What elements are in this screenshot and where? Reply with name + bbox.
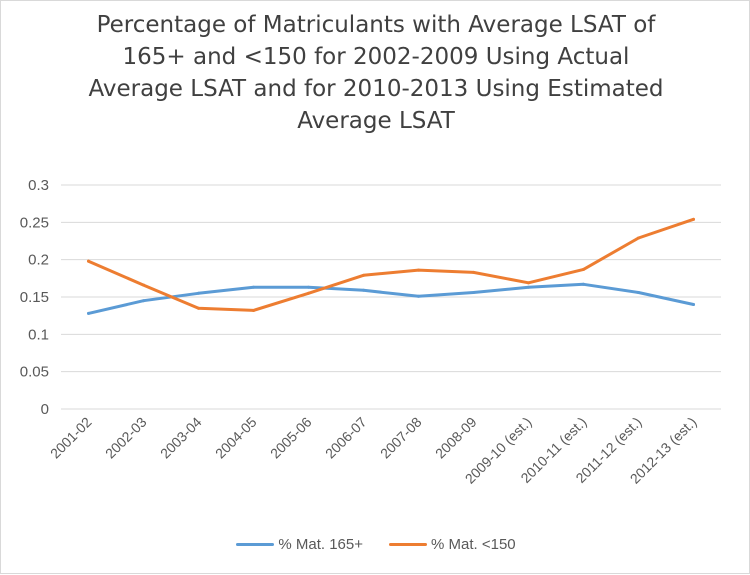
chart-title: Percentage of Matriculants with Average …	[41, 9, 711, 137]
legend-label: % Mat. 165+	[278, 536, 363, 553]
data-point	[142, 299, 145, 303]
series-line	[87, 217, 695, 312]
data-point	[582, 267, 585, 271]
legend-label: % Mat. <150	[431, 536, 516, 553]
x-tick-label: 2008-09	[432, 414, 480, 462]
legend-item: % Mat. 165+	[236, 536, 363, 553]
series-line	[87, 282, 695, 315]
data-point	[417, 268, 420, 272]
x-tick-label: 2002-03	[102, 414, 150, 462]
legend: % Mat. 165+ % Mat. <150	[1, 536, 750, 553]
legend-swatch	[236, 543, 275, 546]
y-tick-label: 0.15	[20, 289, 49, 306]
y-tick-label: 0.1	[28, 326, 49, 343]
data-point	[472, 291, 475, 295]
data-point	[252, 285, 255, 289]
data-point	[362, 273, 365, 277]
data-point	[197, 291, 200, 295]
chart-title-line: Percentage of Matriculants with Average …	[96, 12, 656, 38]
data-point	[362, 288, 365, 292]
data-point	[527, 281, 530, 285]
data-point	[527, 285, 530, 289]
chart-title-line: 165+ and <150 for 2002-2009 Using Actual	[122, 44, 630, 70]
y-tick-label: 0.3	[28, 177, 49, 194]
data-point	[582, 282, 585, 286]
x-tick-label: 2006-07	[322, 414, 370, 462]
legend-swatch	[389, 543, 427, 546]
data-point	[307, 291, 310, 295]
y-tick-label: 0.05	[20, 364, 49, 381]
data-point	[252, 308, 255, 312]
y-tick-label: 0	[41, 401, 49, 418]
y-tick-label: 0.25	[20, 214, 49, 231]
chart-title-line: Average LSAT and for 2010-2013 Using Est…	[88, 76, 664, 102]
data-point	[87, 259, 90, 263]
x-tick-label: 2005-06	[267, 414, 315, 462]
x-tick-label: 2001-02	[47, 414, 95, 462]
data-point	[307, 285, 310, 289]
y-tick-label: 0.2	[28, 252, 49, 269]
data-point	[637, 291, 640, 295]
data-point	[87, 311, 90, 315]
chart-title-line: Average LSAT	[297, 108, 455, 134]
legend-item: % Mat. <150	[389, 536, 516, 553]
data-point	[637, 236, 640, 240]
x-tick-label: 2003-04	[157, 414, 205, 462]
x-tick-label: 2004-05	[212, 414, 260, 462]
data-point	[472, 270, 475, 274]
data-point	[197, 306, 200, 310]
data-point	[692, 302, 695, 306]
x-tick-label: 2007-08	[377, 414, 425, 462]
data-point	[692, 217, 695, 221]
data-point	[417, 294, 420, 298]
data-point	[142, 283, 145, 287]
